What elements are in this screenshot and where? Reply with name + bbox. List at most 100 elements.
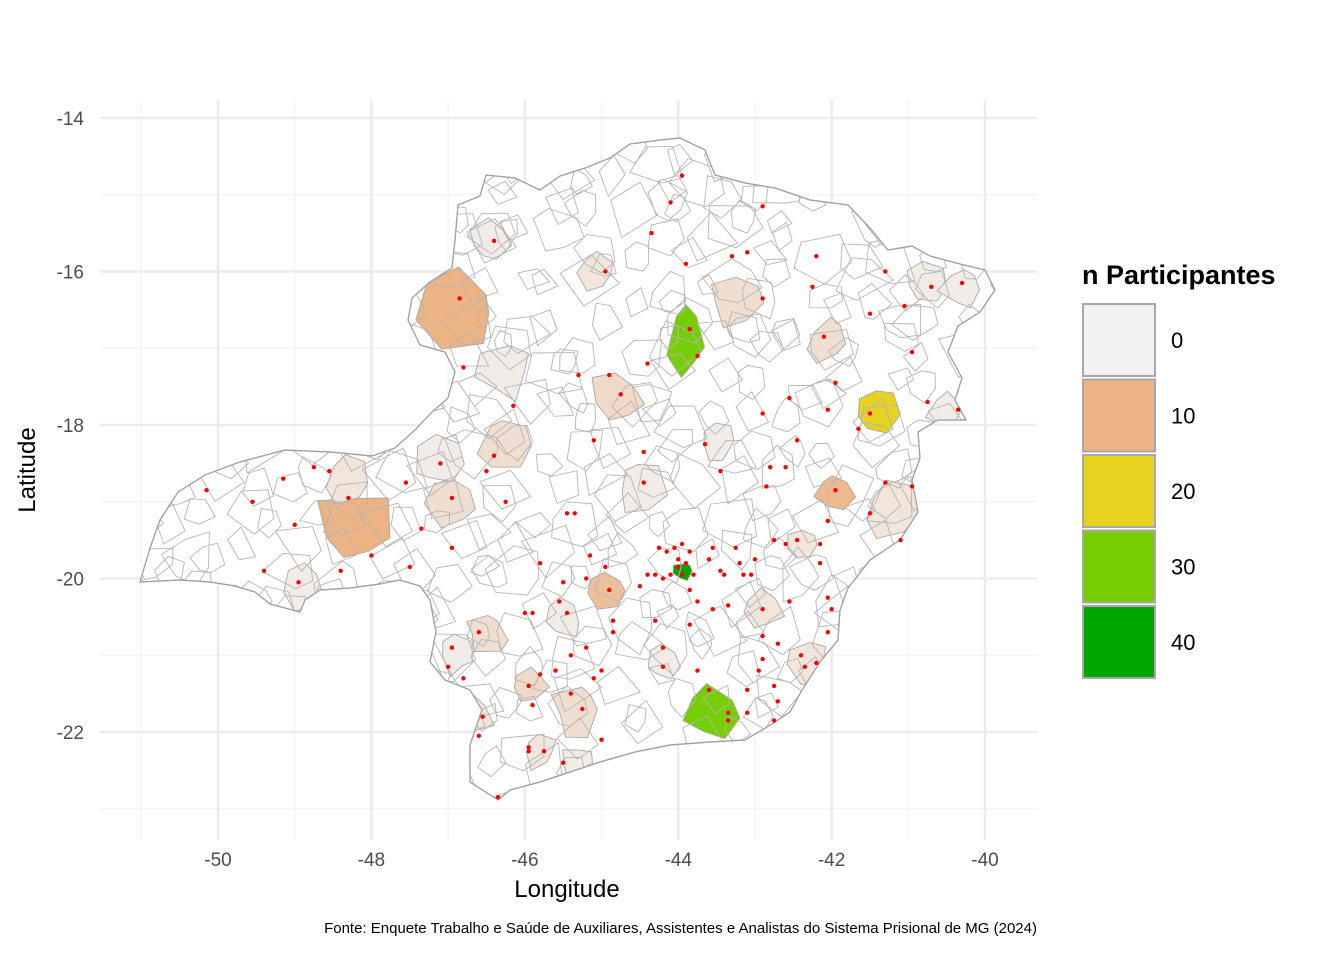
participant-point <box>656 545 662 550</box>
participant-point <box>783 541 788 547</box>
legend-key-swatch <box>1082 378 1156 453</box>
participant-point <box>610 630 616 635</box>
participant-point <box>683 261 689 266</box>
y-tick-label: -14 <box>57 109 85 130</box>
participant-point <box>568 691 573 696</box>
participant-point <box>449 645 455 650</box>
participant-point <box>909 484 915 489</box>
highlighted-municipalities <box>283 217 980 781</box>
participant-point <box>526 683 531 689</box>
participant-point <box>292 522 297 527</box>
participant-point <box>261 568 267 573</box>
state-outline-stroke <box>139 137 996 801</box>
participant-point <box>641 480 646 485</box>
participant-point <box>883 480 888 485</box>
participant-point <box>641 449 646 455</box>
participant-point <box>676 557 681 562</box>
participant-point <box>618 392 623 397</box>
participant-point <box>676 564 681 570</box>
participant-point <box>771 537 777 543</box>
participant-point <box>679 541 685 547</box>
participant-point <box>729 254 735 259</box>
participant-point <box>833 380 838 385</box>
participant-point <box>204 488 209 493</box>
x-tick-label: -46 <box>511 850 538 871</box>
municipality-region <box>647 643 681 680</box>
y-axis-ticks: -14 -16 -18 -20 -22 <box>57 109 85 744</box>
x-axis-title: Longitude <box>514 876 619 903</box>
participant-point <box>817 561 823 566</box>
participant-point <box>580 706 585 712</box>
participant-point <box>445 664 451 669</box>
participant-point <box>449 545 455 550</box>
participant-point <box>603 269 608 274</box>
municipality-region <box>317 497 391 559</box>
x-tick-label: -40 <box>971 850 998 871</box>
participant-point <box>902 303 907 309</box>
participant-point <box>476 733 481 738</box>
participant-point <box>653 618 658 623</box>
participant-point <box>564 511 570 516</box>
participant-point <box>867 511 873 516</box>
participant-point <box>794 438 800 443</box>
participant-point <box>706 557 712 562</box>
participant-point <box>338 568 343 573</box>
participant-point <box>537 561 543 566</box>
participant-point <box>829 607 834 612</box>
participant-point <box>760 411 765 416</box>
participant-point <box>419 526 424 531</box>
participant-point <box>530 610 535 616</box>
participant-point <box>607 372 612 378</box>
participant-point <box>883 269 888 274</box>
participant-point <box>461 365 466 370</box>
participant-point <box>956 407 961 412</box>
participant-point <box>672 545 677 550</box>
participant-point <box>649 230 654 236</box>
participant-point <box>748 572 754 577</box>
x-tick-label: -42 <box>818 850 845 871</box>
participant-point <box>438 461 443 466</box>
municipality-region <box>550 686 598 739</box>
participant-point <box>760 607 765 612</box>
participant-point <box>668 200 673 205</box>
participant-point <box>810 284 815 289</box>
participant-point <box>610 618 616 623</box>
legend: n Participantes 0 10 20 30 40 <box>1082 260 1276 679</box>
participant-point <box>725 710 731 715</box>
participant-point <box>480 714 485 719</box>
participant-point <box>683 561 689 566</box>
participant-point <box>568 653 573 658</box>
legend-key-swatch <box>1082 454 1156 528</box>
participant-point <box>250 499 255 504</box>
participant-point <box>702 442 708 447</box>
participant-point <box>768 465 773 470</box>
participant-point <box>817 541 823 547</box>
participant-point <box>530 702 535 708</box>
participant-point <box>741 572 746 577</box>
participant-point <box>760 656 765 662</box>
municipality-region <box>545 596 580 638</box>
caption: Fonte: Enquete Trabalho e Saúde de Auxil… <box>324 920 1037 937</box>
participant-point <box>664 549 669 554</box>
participant-point <box>867 411 873 416</box>
municipality-region <box>576 250 614 292</box>
participant-point <box>691 572 696 577</box>
participant-points <box>204 173 965 800</box>
participant-point <box>679 572 685 577</box>
participant-point <box>679 173 685 178</box>
legend-key-swatch <box>1082 529 1156 604</box>
participant-point <box>710 607 715 612</box>
participant-point <box>668 572 673 577</box>
participant-point <box>576 372 581 378</box>
participant-point <box>537 672 543 677</box>
participant-point <box>637 584 643 589</box>
municipality-region <box>621 464 668 513</box>
participant-point <box>787 599 792 604</box>
participant-point <box>718 568 723 573</box>
participant-point <box>346 495 351 501</box>
municipality-region <box>469 217 513 260</box>
legend-key-swatch <box>1082 303 1156 377</box>
participant-point <box>591 438 596 443</box>
participant-point <box>645 572 650 577</box>
participant-point <box>687 549 692 554</box>
